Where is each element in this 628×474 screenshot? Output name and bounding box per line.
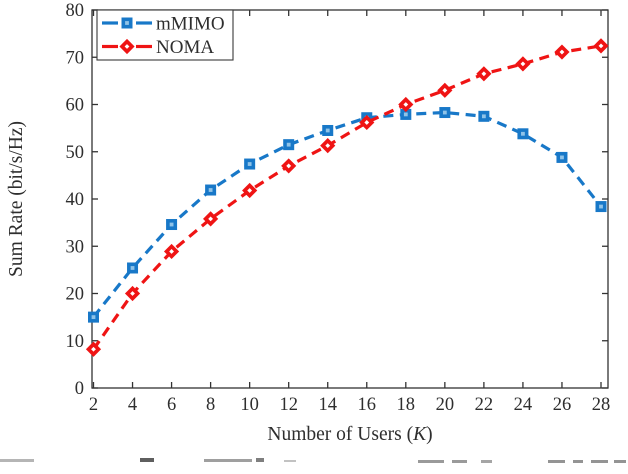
legend-entry-noma: NOMA xyxy=(102,37,214,58)
x-tick-label: 24 xyxy=(514,395,533,415)
caption-fragment xyxy=(204,459,252,462)
data-point-marker xyxy=(85,341,102,357)
caption-fragment xyxy=(418,460,444,463)
y-tick-label: 40 xyxy=(66,190,85,210)
series-line xyxy=(92,44,602,351)
caption-fragment xyxy=(140,458,154,462)
x-tick-label: 10 xyxy=(240,395,259,415)
caption-fragment xyxy=(0,459,34,462)
caption-fragment xyxy=(452,460,467,463)
data-point-marker xyxy=(439,107,451,119)
x-tick-label: 20 xyxy=(436,395,455,415)
x-tick-label: 26 xyxy=(553,395,572,415)
caption-fragment xyxy=(284,460,296,462)
y-tick-label: 60 xyxy=(66,96,85,116)
x-tick-label: 16 xyxy=(358,395,377,415)
y-tick-label: 80 xyxy=(66,1,85,21)
y-axis-label: Sum Rate (bit/s/Hz) xyxy=(6,121,27,277)
caption-fragment xyxy=(256,458,264,462)
data-point-marker xyxy=(478,110,490,122)
data-point-marker xyxy=(556,151,568,163)
data-point-marker xyxy=(595,201,607,213)
y-tick-label: 0 xyxy=(75,379,84,399)
data-point-marker xyxy=(88,311,99,323)
data-point-marker xyxy=(242,182,258,199)
caption-fragment xyxy=(591,460,608,463)
data-point-marker xyxy=(163,243,180,260)
data-point-marker xyxy=(244,158,256,170)
series-line xyxy=(92,110,603,319)
data-point-marker xyxy=(119,38,135,55)
x-tick-label: 22 xyxy=(475,395,494,415)
legend-entry-mmimo: mMIMO xyxy=(102,14,225,35)
caption-fragment xyxy=(614,460,626,463)
data-point-marker xyxy=(127,262,139,274)
x-axis: 2 4 6 8 10 12 14 16 18 20 22 24 26 28 xyxy=(89,10,610,415)
clipped-caption-fragments xyxy=(0,458,626,463)
data-point-marker xyxy=(203,211,219,227)
legend-label: mMIMO xyxy=(156,14,225,35)
data-point-marker xyxy=(281,158,297,174)
data-point-marker xyxy=(359,114,375,131)
x-tick-label: 12 xyxy=(279,395,298,415)
x-tick-label: 6 xyxy=(167,395,176,415)
data-point-marker xyxy=(554,44,570,60)
data-point-marker xyxy=(124,285,141,302)
caption-fragment xyxy=(548,460,565,463)
x-tick-label: 14 xyxy=(318,395,337,415)
y-tick-label: 10 xyxy=(66,332,85,352)
data-point-marker xyxy=(398,96,414,113)
plot-area xyxy=(91,9,609,389)
y-axis: 0 10 20 30 40 50 60 70 80 xyxy=(66,1,608,399)
data-point-marker xyxy=(593,38,609,54)
x-tick-label: 28 xyxy=(592,395,611,415)
series-noma xyxy=(85,38,609,357)
data-point-marker xyxy=(322,124,334,136)
data-point-marker xyxy=(400,108,412,120)
data-point-marker xyxy=(437,82,453,98)
caption-fragment xyxy=(481,460,492,463)
legend-box xyxy=(96,9,234,61)
x-tick-label: 8 xyxy=(206,395,215,415)
data-point-marker xyxy=(320,138,336,154)
x-tick-label: 4 xyxy=(128,395,137,415)
data-point-marker xyxy=(166,219,178,231)
x-tick-label: 2 xyxy=(89,395,98,415)
series-mmimo xyxy=(88,107,607,323)
data-point-marker xyxy=(205,184,217,196)
caption-fragment xyxy=(573,460,583,463)
data-point-marker xyxy=(476,66,492,82)
legend-label: NOMA xyxy=(156,37,214,58)
data-point-marker xyxy=(517,128,529,140)
x-axis-label: Number of Users (K) xyxy=(267,424,432,445)
data-point-marker xyxy=(121,17,133,29)
x-tick-label: 18 xyxy=(397,395,416,415)
axes-box xyxy=(91,9,609,389)
data-point-marker xyxy=(515,56,531,72)
y-tick-label: 30 xyxy=(66,237,85,257)
y-tick-label: 50 xyxy=(66,143,85,163)
data-point-marker xyxy=(283,139,295,151)
y-tick-label: 20 xyxy=(66,285,85,305)
y-tick-label: 70 xyxy=(66,48,85,68)
